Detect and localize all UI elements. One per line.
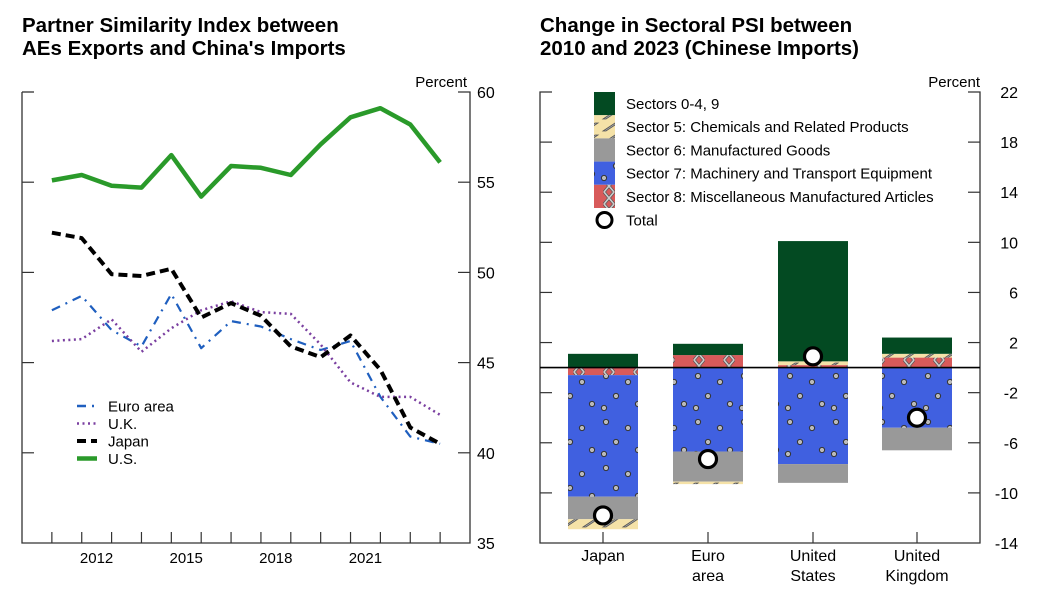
left-y-tick-label: 35 (477, 536, 495, 553)
bar-segment (882, 353, 952, 358)
right-y-tick-label: -6 (1004, 436, 1018, 453)
line-series-euro-area (51, 292, 441, 445)
legend-label: Sector 8: Miscellaneous Manufactured Art… (626, 189, 934, 206)
legend-swatch (594, 115, 615, 139)
left-title-line-1: Partner Similarity Index between (22, 14, 339, 37)
right-title-line-1: Change in Sectoral PSI between (540, 14, 853, 37)
legend-label: Sector 5: Chemicals and Related Products (626, 119, 909, 136)
right-y-tick-label: -14 (995, 536, 1018, 553)
legend-label: Total (626, 213, 658, 230)
legend-swatch (594, 92, 615, 116)
left-y-tick-label: 55 (477, 175, 495, 192)
right-bar-chart: 22 18 14 10 6 2 -2 -6 -10 -14 Percent Japan Euro area… (539, 74, 1018, 585)
left-axis-frame (21, 91, 471, 544)
right-y-tick-label: 10 (1000, 235, 1018, 252)
right-y-tick-label: 22 (1000, 85, 1018, 102)
left-chart-title: Partner Similarity Index between AEs Exp… (22, 14, 346, 60)
category-label: Kingdom (885, 568, 948, 585)
total-marker (802, 346, 824, 367)
right-y-tick-label: -10 (995, 486, 1018, 503)
legend-swatch (594, 184, 615, 208)
total-marker (697, 448, 719, 470)
bar-segment (882, 337, 952, 354)
bar-segment (778, 241, 848, 362)
category-label: Euro (691, 548, 725, 565)
category-label: United (790, 548, 836, 565)
bar-segment (673, 355, 743, 368)
line-series-u-s- (51, 105, 442, 199)
legend-swatch (594, 161, 615, 185)
line-series-u-k- (51, 300, 441, 416)
right-y-tick-label: 2 (1009, 336, 1018, 353)
bar-segment (778, 367, 848, 465)
legend-label: Japan (108, 434, 149, 451)
bar-segment (568, 367, 638, 376)
right-y-tick-label: 6 (1009, 285, 1018, 302)
line-series-japan (51, 230, 442, 446)
right-y-tick-label: -2 (1004, 386, 1018, 403)
left-x-tick-label: 2012 (80, 550, 113, 567)
left-line-chart: 35 40 45 50 55 60 Percent 2012 2015 2018 2021 Euro … (21, 74, 495, 567)
bar-segment (778, 464, 848, 483)
total-marker (592, 505, 614, 526)
right-y-tick-label: 14 (1000, 185, 1018, 202)
category-label: Japan (581, 548, 625, 565)
right-y-tick-label: 18 (1000, 135, 1018, 152)
category-label: area (692, 568, 724, 585)
bar-segment (568, 353, 638, 368)
legend-label: U.K. (108, 416, 137, 433)
left-y-tick-label: 50 (477, 265, 495, 282)
left-title-line-2: AEs Exports and China's Imports (22, 37, 346, 60)
left-unit-label: Percent (415, 74, 468, 91)
legend-label: Sector 6: Manufactured Goods (626, 142, 830, 159)
bar-segment (673, 343, 743, 356)
right-unit-label: Percent (928, 74, 981, 91)
left-y-tick-label: 60 (477, 85, 495, 102)
left-y-tick-label: 40 (477, 446, 495, 463)
legend-total-marker (595, 211, 614, 229)
bar-segment (882, 357, 952, 368)
legend-label: U.S. (108, 451, 137, 468)
right-title-line-2: 2010 and 2023 (Chinese Imports) (540, 37, 860, 60)
category-label: United (894, 548, 940, 565)
legend-label: Sector 7: Machinery and Transport Equipm… (626, 166, 933, 183)
total-marker (906, 407, 928, 428)
bar-segment (673, 367, 743, 452)
legend-label: Euro area (108, 399, 175, 416)
legend-label: Sectors 0-4, 9 (626, 96, 719, 113)
bar-segment (882, 427, 952, 451)
left-x-tick-label: 2015 (170, 550, 203, 567)
category-label: States (790, 568, 835, 585)
left-x-tick-label: 2018 (259, 550, 292, 567)
bar-segment (673, 481, 743, 485)
left-y-tick-label: 45 (477, 356, 495, 373)
legend-swatch (594, 138, 615, 162)
left-x-tick-label: 2021 (349, 550, 382, 567)
right-axis-frame (539, 91, 981, 544)
bar-segment (568, 375, 638, 497)
right-chart-title: Change in Sectoral PSI between 2010 and … (540, 14, 859, 60)
